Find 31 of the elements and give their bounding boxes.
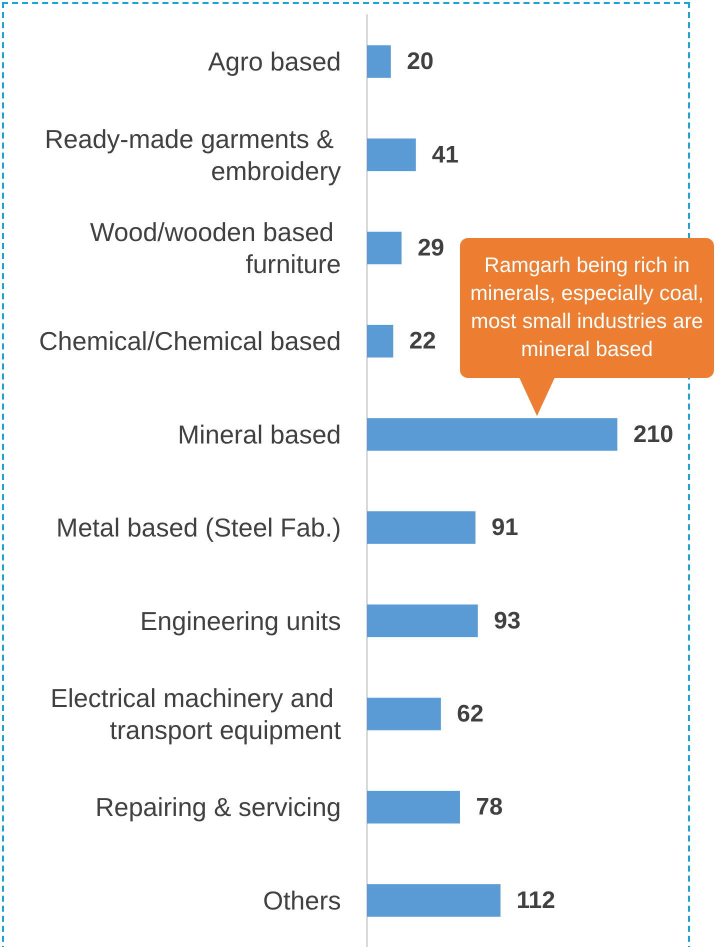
y-tick-label: Mineral based (178, 419, 341, 450)
bar (367, 45, 391, 78)
data-label: 91 (491, 514, 518, 542)
bar (367, 604, 478, 638)
bar (367, 324, 394, 358)
data-label: 93 (494, 607, 521, 634)
data-label: 210 (633, 420, 674, 448)
bar (367, 884, 501, 917)
y-tick-label: Ready-made garments & embroidery (44, 124, 341, 186)
bar (367, 698, 441, 730)
bar (367, 232, 402, 264)
y-tick-label: Repairing & servicing (95, 792, 341, 822)
y-tick-label: Others (262, 885, 341, 916)
y-tick-label: Engineering units (140, 606, 341, 636)
data-label: 22 (409, 328, 436, 355)
bar (367, 138, 416, 172)
y-tick-label: Chemical/Chemical based (38, 326, 341, 356)
bar (367, 418, 618, 451)
bar (367, 511, 476, 544)
data-label: 20 (406, 48, 434, 76)
data-label: 62 (456, 700, 484, 728)
data-label: 41 (432, 141, 459, 168)
y-tick-label: Electrical machinery and transport equipment (50, 683, 342, 745)
y-tick-label: Metal based (Steel Fab.) (56, 512, 341, 543)
annotation: Ramgarh being rich in minerals, especially coal, most small industries are mineral based (460, 238, 714, 378)
data-label: 29 (418, 234, 444, 262)
bar (367, 790, 460, 824)
y-tick-label: Agro based (208, 46, 341, 77)
y-tick-label: Wood/wooden based furniture (90, 217, 341, 279)
data-label: 78 (476, 794, 503, 821)
data-label: 112 (516, 886, 556, 914)
